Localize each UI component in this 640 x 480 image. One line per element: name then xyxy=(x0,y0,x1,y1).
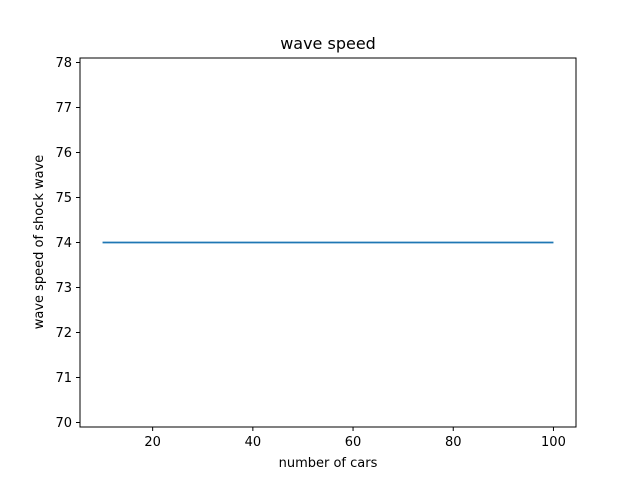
x-axis-label: number of cars xyxy=(279,456,378,471)
y-tick-label: 77 xyxy=(55,101,72,116)
x-tick-label: 20 xyxy=(144,435,161,450)
y-tick-label: 73 xyxy=(55,281,72,296)
x-tick-label: 60 xyxy=(345,435,362,450)
y-tick-label: 71 xyxy=(55,371,72,386)
y-axis-label: wave speed of shock wave xyxy=(32,155,47,330)
x-axis-ticks: 20 40 60 80 100 xyxy=(144,427,566,450)
x-tick-label: 40 xyxy=(245,435,262,450)
y-tick-label: 76 xyxy=(55,146,72,161)
x-tick-label: 80 xyxy=(445,435,462,450)
y-tick-label: 75 xyxy=(55,191,72,206)
y-tick-label: 70 xyxy=(55,416,72,431)
y-tick-label: 74 xyxy=(55,236,72,251)
y-axis-ticks: 70 71 72 73 74 75 76 77 78 xyxy=(55,56,80,431)
y-tick-label: 72 xyxy=(55,326,72,341)
chart-title: wave speed xyxy=(280,34,376,53)
y-tick-label: 78 xyxy=(55,56,72,71)
x-tick-label: 100 xyxy=(541,435,566,450)
